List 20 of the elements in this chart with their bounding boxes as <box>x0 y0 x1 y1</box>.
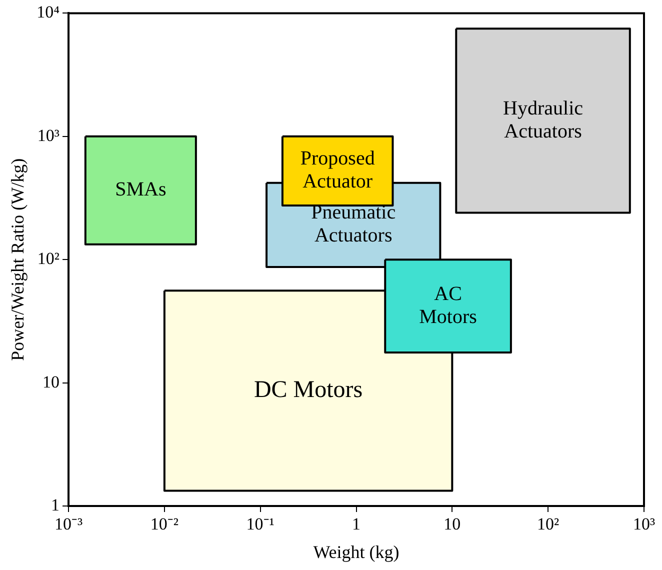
series-label: Pneumatic Actuators <box>311 202 396 247</box>
y-tick-label: 10² <box>37 249 60 268</box>
x-axis-title: Weight (kg) <box>313 542 400 562</box>
series-label: Proposed Actuator <box>300 148 375 193</box>
x-tick-label: 10⁻¹ <box>246 514 274 534</box>
x-tick-label: 10 <box>444 514 461 534</box>
series-label: Hydraulic Actuators <box>503 97 584 142</box>
x-tick-label: 10³ <box>632 514 656 534</box>
series-label: DC Motors <box>254 376 363 403</box>
x-tick-label: 10⁻² <box>150 514 178 534</box>
y-axis-title: Power/Weight Ratio (W/kg) <box>8 158 28 361</box>
y-tick-label: 1 <box>51 495 60 514</box>
x-tick-label: 1 <box>352 514 361 534</box>
x-tick-label: 10⁻³ <box>54 514 83 534</box>
y-tick-label: 10 <box>42 372 60 392</box>
y-tick-label: 10⁴ <box>36 2 60 22</box>
series-label: SMAs <box>115 178 166 201</box>
x-tick-label: 10² <box>537 514 560 534</box>
series-label: AC Motors <box>419 282 478 328</box>
y-tick-label: 10³ <box>37 126 60 145</box>
